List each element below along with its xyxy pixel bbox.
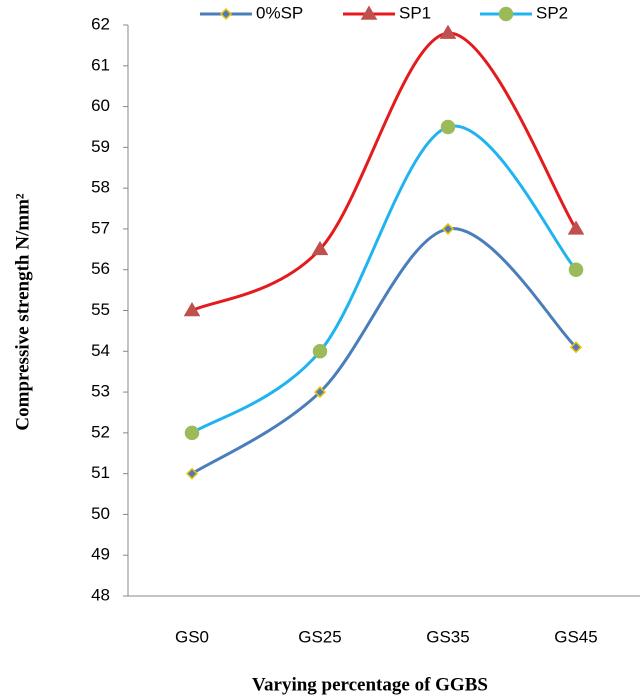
data-point bbox=[313, 386, 327, 399]
y-tick-label: 58 bbox=[91, 178, 110, 197]
data-point bbox=[311, 240, 329, 256]
y-axis-label: Compressive strength N/mm² bbox=[12, 193, 33, 430]
legend-marker bbox=[498, 6, 514, 22]
legend-label: 0%SP bbox=[256, 3, 303, 22]
data-point bbox=[184, 425, 200, 441]
y-tick-label: 52 bbox=[91, 422, 110, 441]
data-point bbox=[441, 222, 455, 235]
y-tick-label: 55 bbox=[91, 300, 110, 319]
data-point bbox=[440, 119, 456, 135]
data-point bbox=[185, 467, 199, 480]
y-tick-label: 49 bbox=[91, 545, 110, 564]
legend-label: SP1 bbox=[399, 3, 431, 22]
y-tick-label: 60 bbox=[91, 96, 110, 115]
y-tick-label: 59 bbox=[91, 137, 110, 156]
y-tick-label: 56 bbox=[91, 259, 110, 278]
legend-label: SP2 bbox=[536, 3, 568, 22]
y-tick-label: 48 bbox=[91, 585, 110, 604]
legend-marker bbox=[219, 7, 233, 21]
data-point bbox=[569, 341, 583, 354]
y-tick-label: 54 bbox=[91, 341, 110, 360]
data-point bbox=[439, 24, 457, 39]
x-axis-label: Varying percentage of GGBS bbox=[252, 674, 488, 695]
data-point bbox=[567, 220, 585, 235]
legend-marker bbox=[360, 5, 378, 20]
y-tick-label: 53 bbox=[91, 382, 110, 401]
x-tick-label: GS0 bbox=[175, 627, 209, 646]
y-tick-label: 57 bbox=[91, 218, 110, 237]
x-tick-label: GS35 bbox=[426, 627, 469, 646]
series-line bbox=[191, 227, 578, 475]
x-tick-label: GS45 bbox=[554, 627, 597, 646]
x-tick-label: GS25 bbox=[298, 627, 341, 646]
series-line bbox=[191, 124, 578, 435]
y-tick-label: 51 bbox=[91, 463, 110, 482]
data-point bbox=[312, 344, 328, 359]
y-tick-label: 50 bbox=[91, 504, 110, 523]
series-line bbox=[191, 31, 578, 312]
y-tick-label: 61 bbox=[91, 55, 110, 74]
y-tick-label: 62 bbox=[91, 14, 110, 33]
data-point bbox=[183, 302, 201, 317]
data-point bbox=[568, 262, 584, 277]
